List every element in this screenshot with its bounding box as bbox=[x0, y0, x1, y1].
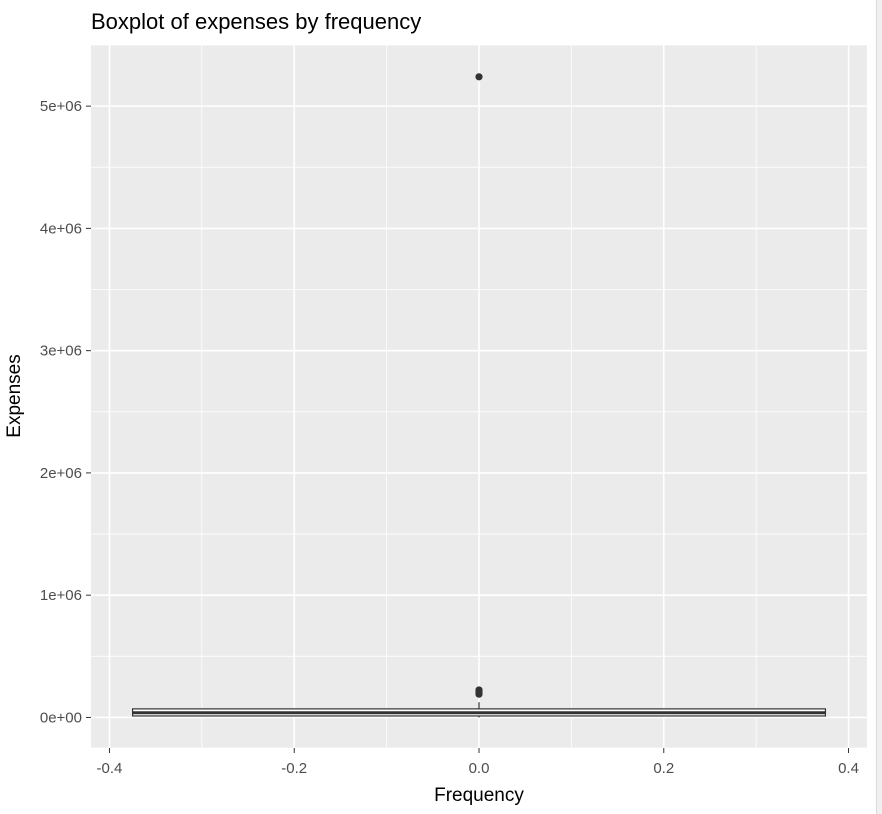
outlier-point bbox=[475, 73, 483, 81]
major-gridlines bbox=[91, 45, 867, 748]
x-tick-label: -0.2 bbox=[281, 760, 307, 777]
y-tick-label: 0e+00 bbox=[40, 709, 82, 726]
boxplot-marks bbox=[131, 73, 827, 718]
y-axis-title: Expenses bbox=[4, 354, 25, 437]
x-tick-label: -0.4 bbox=[97, 760, 123, 777]
y-tick-label: 5e+06 bbox=[40, 98, 82, 115]
chart-title: Boxplot of expenses by frequency bbox=[91, 9, 421, 34]
y-tick-label: 4e+06 bbox=[40, 220, 82, 237]
x-tick-label: 0.4 bbox=[838, 760, 859, 777]
x-axis-title: Frequency bbox=[434, 785, 524, 806]
window-edge bbox=[876, 0, 882, 814]
x-tick-label: 0.2 bbox=[653, 760, 674, 777]
y-tick-label: 2e+06 bbox=[40, 465, 82, 482]
outlier-point bbox=[475, 690, 483, 698]
y-axis-ticks: 0e+00 1e+06 2e+06 3e+06 4e+06 5e+06 bbox=[40, 98, 91, 726]
x-tick-label: 0.0 bbox=[469, 760, 490, 777]
y-tick-label: 3e+06 bbox=[40, 343, 82, 360]
y-tick-label: 1e+06 bbox=[40, 587, 82, 604]
x-axis-ticks: -0.4 -0.2 0.0 0.2 0.4 bbox=[97, 748, 859, 777]
